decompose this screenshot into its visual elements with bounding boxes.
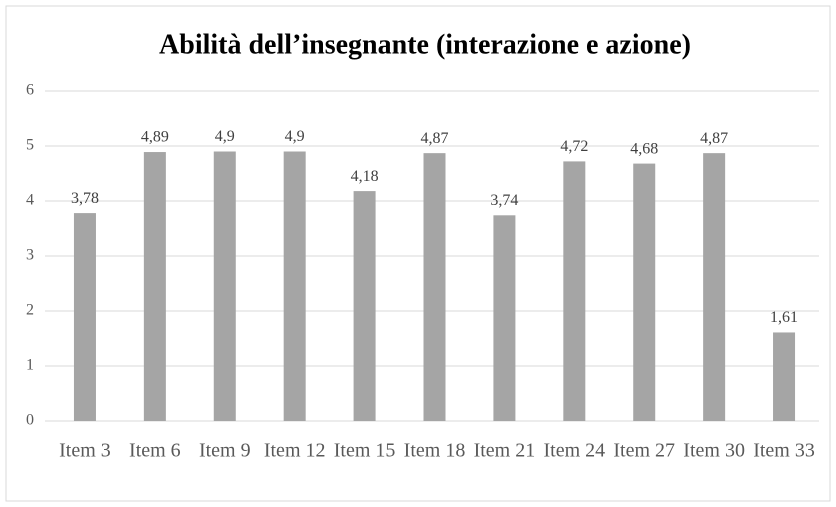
bar	[73, 213, 96, 421]
x-tick-label: Item 27	[613, 440, 675, 462]
chart-frame	[5, 5, 831, 502]
value-label: 4,87	[700, 130, 728, 147]
value-label: 3,74	[490, 192, 518, 209]
y-tick-label: 3	[26, 247, 34, 264]
value-label: 1,61	[770, 309, 798, 326]
x-tick-label: Item 12	[264, 440, 326, 462]
y-tick-label: 2	[26, 302, 34, 319]
bar	[633, 163, 656, 421]
value-label: 4,87	[421, 130, 449, 147]
value-label: 4,9	[215, 128, 235, 145]
x-tick-label: Item 9	[199, 440, 251, 462]
y-tick-label: 6	[26, 82, 34, 99]
x-tick-label: Item 21	[474, 440, 536, 462]
bar	[703, 153, 726, 421]
x-tick-label: Item 3	[59, 440, 111, 462]
bar	[143, 152, 166, 422]
value-label: 4,89	[141, 129, 169, 146]
x-tick-label: Item 15	[334, 440, 396, 462]
bar	[353, 191, 376, 421]
value-label: 4,9	[285, 128, 305, 145]
value-label: 4,68	[630, 140, 658, 157]
bar	[423, 153, 446, 421]
x-tick-label: Item 24	[543, 440, 605, 462]
y-tick-label: 0	[26, 412, 34, 429]
value-label: 3,78	[71, 190, 99, 207]
value-label: 4,72	[560, 138, 588, 155]
bar	[563, 161, 586, 421]
bar	[213, 151, 236, 421]
value-label: 4,18	[351, 168, 379, 185]
x-tick-label: Item 18	[404, 440, 466, 462]
x-tick-label: Item 6	[129, 440, 181, 462]
bar	[773, 332, 796, 421]
y-tick-label: 5	[26, 137, 34, 154]
x-tick-label: Item 30	[683, 440, 745, 462]
bar	[283, 151, 306, 421]
y-tick-label: 4	[26, 192, 34, 209]
x-tick-label: Item 33	[753, 440, 815, 462]
y-tick-label: 1	[26, 357, 34, 374]
bar	[493, 215, 516, 421]
chart-title: Abilità dell’insegnante (interazione e a…	[159, 29, 691, 60]
